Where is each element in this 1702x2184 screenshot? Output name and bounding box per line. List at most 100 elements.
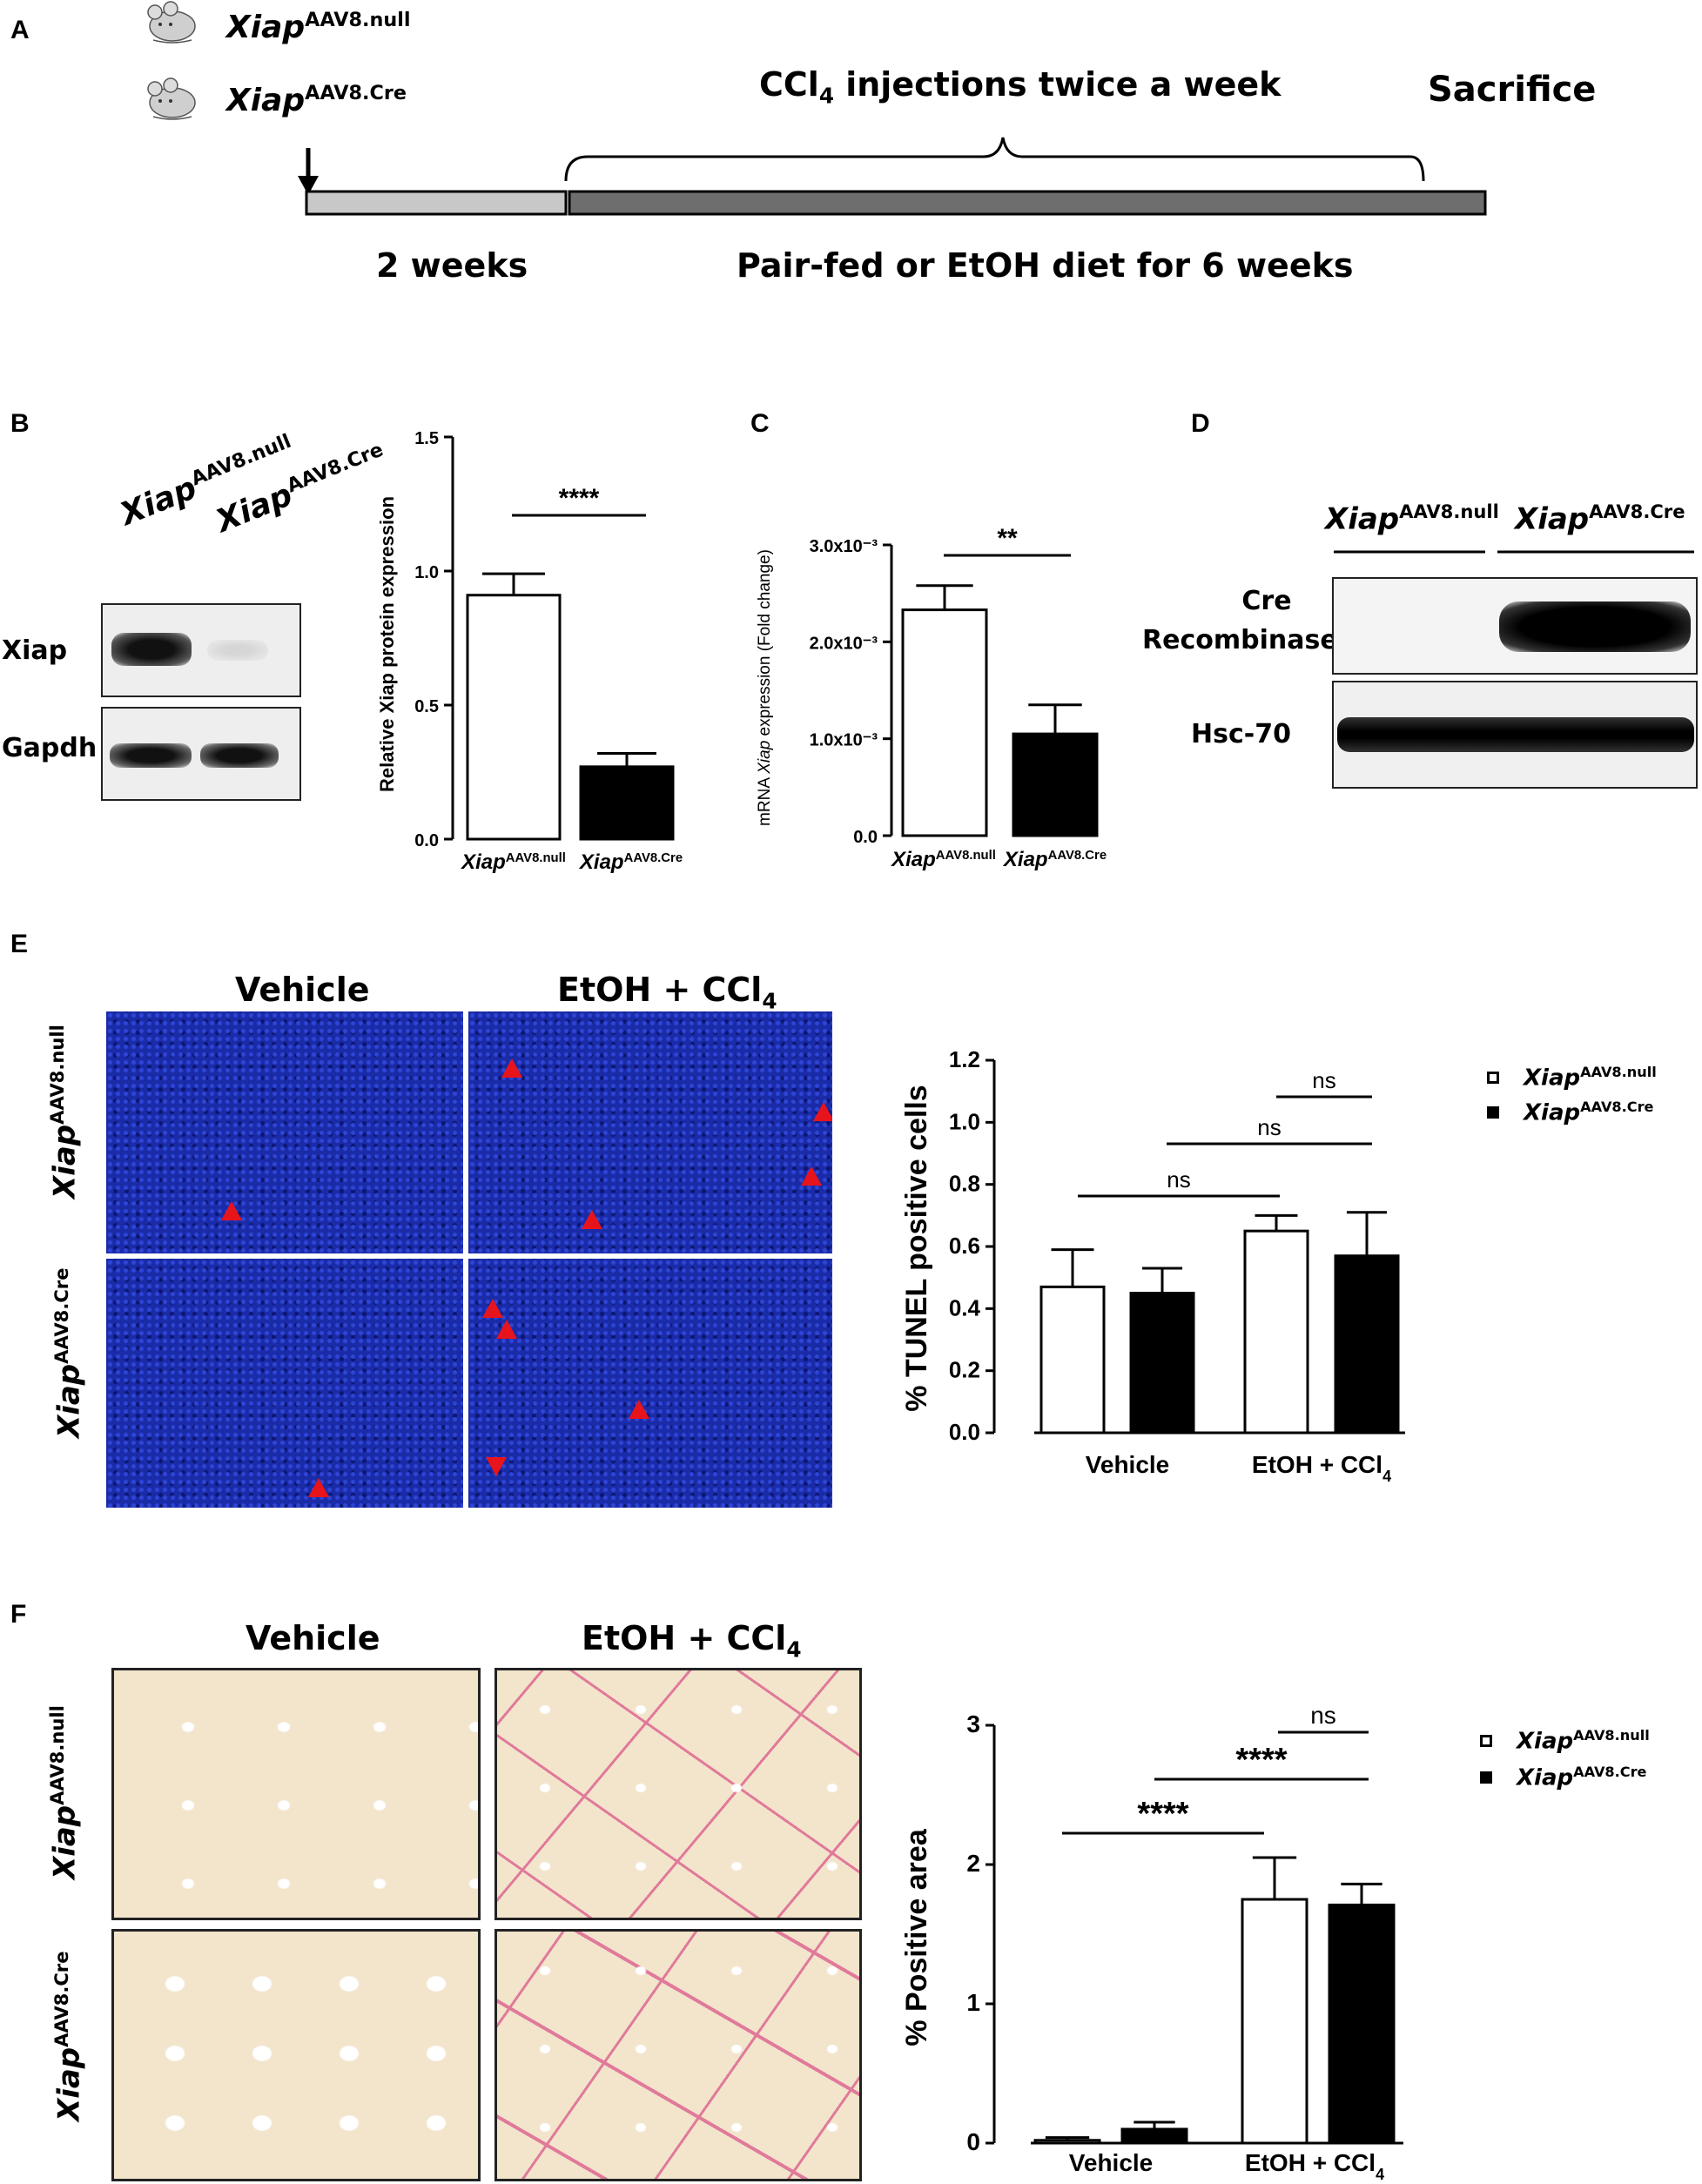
significance-label: ns — [1257, 1114, 1281, 1140]
timeline-bar-2weeks — [305, 190, 568, 216]
sirius-image-cre-vehicle — [111, 1929, 481, 2181]
y-tick-label: 0.2 — [949, 1357, 980, 1383]
western-blot-hsc70 — [1332, 681, 1698, 789]
y-tick-label: 0.0 — [949, 1419, 980, 1445]
blot-label-cre: Cre — [1241, 586, 1292, 616]
genotype-cre-label: XiapAAV8.Cre — [226, 82, 407, 118]
y-tick-label: 1.0 — [949, 1108, 980, 1134]
red-arrowhead-icon — [629, 1400, 649, 1419]
arrowhead-icon — [298, 176, 319, 195]
chart-e: 0.0 0.2 0.4 0.6 0.8 1.0 1.2 % TUNEL positive ce… — [900, 1046, 1405, 1485]
x-tick-label: XiapAAV8.null — [460, 850, 566, 874]
legend-null-e: XiapAAV8.null — [1487, 1064, 1657, 1092]
bar — [579, 765, 675, 841]
chart-c: 0.0 1.0x10⁻³ 2.0x10⁻³ 3.0x10⁻³ mRNA Xiap exp… — [756, 524, 1107, 871]
col-label-vehicle: Vehicle — [235, 971, 370, 1009]
two-weeks-label: 2 weeks — [376, 246, 528, 285]
legend-open-square-icon — [1487, 1071, 1499, 1084]
y-axis-label: % TUNEL positive cells — [900, 1085, 933, 1411]
legend-open-square-icon — [1480, 1734, 1492, 1747]
col-label-etoh: EtOH + CCl4 — [557, 971, 777, 1014]
western-blot-xiap — [101, 603, 301, 697]
y-tick-label: 0.0 — [414, 831, 439, 850]
row-label-cre-f: XiapAAV8.Cre — [50, 1951, 87, 2122]
y-tick-label: 0.0 — [853, 828, 878, 847]
red-arrowhead-icon — [221, 1201, 242, 1220]
chart-f: 0 1 2 3 % Positive area Vehicle EtOH + CCl4 ***… — [900, 1702, 1403, 2181]
y-tick-label: 2 — [966, 1850, 980, 1877]
red-arrowhead-icon — [496, 1320, 517, 1339]
tunel-image-null-etoh — [468, 1011, 832, 1253]
row-label-cre-e: XiapAAV8.Cre — [50, 1267, 87, 1439]
red-arrowhead-icon — [482, 1299, 503, 1318]
mouse-icon — [147, 1, 196, 44]
bar — [1241, 1898, 1308, 2145]
injection-label: CCl4 injections twice a week — [759, 65, 1282, 109]
y-axis-label: % Positive area — [900, 1828, 933, 2046]
y-tick-label: 0.6 — [949, 1233, 980, 1259]
significance-label: ** — [997, 524, 1018, 553]
y-tick-label: 1.0x10⁻³ — [810, 731, 878, 750]
diet-label: Pair-fed or EtOH diet for 6 weeks — [737, 246, 1354, 285]
western-blot-gapdh — [101, 707, 301, 801]
legend-cre-f: XiapAAV8.Cre — [1480, 1764, 1646, 1791]
panel-label-b: B — [10, 409, 30, 438]
sirius-image-null-vehicle — [111, 1668, 481, 1920]
y-axis-label: mRNA Xiap expression (Fold change) — [756, 549, 774, 826]
significance-label: ns — [1312, 1067, 1335, 1093]
x-tick-label: Vehicle — [1069, 2149, 1154, 2176]
red-arrowhead-icon — [308, 1478, 329, 1497]
sacrifice-label: Sacrifice — [1428, 70, 1597, 110]
x-tick-label: EtOH + CCl4 — [1252, 1451, 1391, 1485]
y-tick-label: 1.2 — [949, 1046, 980, 1072]
red-arrowhead-icon — [813, 1102, 832, 1121]
red-arrowhead-icon — [486, 1457, 507, 1476]
panel-label-e: E — [10, 930, 29, 958]
legend-filled-square-icon — [1487, 1105, 1499, 1119]
blot-label-recombinase: Recombinase — [1142, 625, 1338, 655]
bar — [1120, 2127, 1188, 2145]
x-tick-label: XiapAAV8.null — [890, 848, 996, 871]
y-tick-label: 0.4 — [949, 1294, 981, 1320]
bar — [1129, 1292, 1195, 1435]
row-label-null-e: XiapAAV8.null — [46, 1025, 83, 1199]
y-tick-label: 0 — [966, 2128, 980, 2155]
significance-label: **** — [559, 484, 600, 513]
panel-label-a: A — [10, 16, 30, 44]
y-tick-label: 3 — [966, 1710, 980, 1737]
x-tick-label: XiapAAV8.Cre — [578, 850, 683, 874]
curly-brace — [564, 137, 1425, 182]
timeline-bar-6weeks — [568, 190, 1487, 216]
significance-label: **** — [1137, 1796, 1188, 1832]
x-tick-label: XiapAAV8.Cre — [1002, 848, 1107, 871]
significance-label: ns — [1167, 1166, 1190, 1193]
bar — [1012, 732, 1099, 837]
significance-label: **** — [1235, 1742, 1287, 1778]
timeline — [298, 137, 1487, 216]
legend-filled-square-icon — [1480, 1771, 1492, 1784]
tunel-image-null-vehicle — [106, 1011, 463, 1253]
blot-label-hsc70: Hsc-70 — [1191, 719, 1291, 749]
tunel-image-cre-etoh — [468, 1259, 832, 1508]
col-label-vehicle-f: Vehicle — [246, 1619, 380, 1657]
significance-label: ns — [1310, 1702, 1336, 1729]
row-label-null-f: XiapAAV8.null — [46, 1705, 83, 1879]
panel-label-f: F — [10, 1600, 27, 1629]
red-arrowhead-icon — [582, 1210, 602, 1229]
panel-label-c: C — [750, 409, 770, 438]
y-axis-label: Relative Xiap protein expression — [376, 496, 398, 792]
legend-cre-e: XiapAAV8.Cre — [1487, 1099, 1653, 1126]
x-tick-label: EtOH + CCl4 — [1245, 2149, 1384, 2181]
sirius-image-null-etoh — [494, 1668, 862, 1920]
lane-underlines — [1334, 550, 1694, 554]
red-arrowhead-icon — [501, 1058, 522, 1078]
y-tick-label: 2.0x10⁻³ — [810, 634, 878, 653]
bar — [466, 594, 562, 841]
legend-null-f: XiapAAV8.null — [1480, 1727, 1650, 1755]
tunel-image-cre-vehicle — [106, 1259, 463, 1508]
y-tick-label: 1.5 — [414, 429, 439, 448]
mouse-icon — [147, 77, 196, 120]
chart-b: 0.0 0.5 1.0 1.5 Relative Xiap protein expres… — [376, 429, 683, 874]
bar — [1243, 1229, 1309, 1435]
blot-lane-cre-d: XiapAAV8.Cre — [1515, 501, 1685, 537]
